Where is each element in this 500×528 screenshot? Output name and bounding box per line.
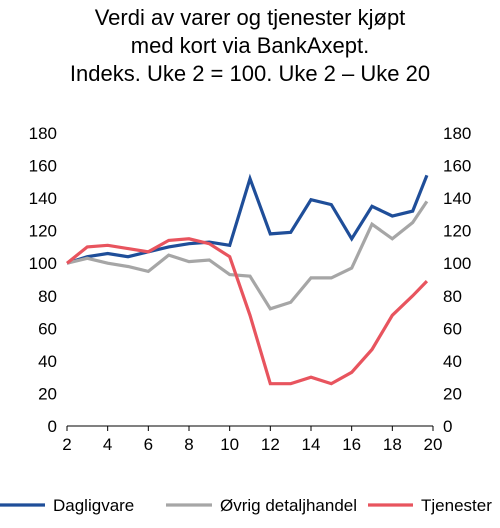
y-tick-label-right: 120: [443, 222, 471, 241]
y-tick-label-right: 140: [443, 189, 471, 208]
x-tick-label: 20: [424, 435, 443, 454]
y-tick-label-right: 40: [443, 352, 462, 371]
y-tick-label-left: 100: [29, 254, 57, 273]
x-tick-label: 8: [184, 435, 193, 454]
y-tick-label-left: 40: [38, 352, 57, 371]
legend-label-dagligvare: Dagligvare: [53, 496, 134, 515]
y-tick-label-right: 160: [443, 157, 471, 176]
y-tick-label-left: 160: [29, 157, 57, 176]
x-tick-label: 2: [62, 435, 71, 454]
y-tick-label-left: 0: [48, 417, 57, 436]
series-line-dagligvare: [66, 173, 429, 265]
y-tick-label-right: 20: [443, 384, 462, 403]
y-tick-label-right: 80: [443, 287, 462, 306]
y-tick-label-right: 60: [443, 319, 462, 338]
chart-title-line-2: med kort via BankAxept.: [130, 33, 370, 58]
x-tick-label: 4: [103, 435, 112, 454]
x-tick-label: 10: [220, 435, 239, 454]
x-tick-label: 18: [383, 435, 402, 454]
y-tick-label-left: 120: [29, 222, 57, 241]
y-tick-label-right: 0: [443, 417, 452, 436]
chart-title-line-3: Indeks. Uke 2 = 100. Uke 2 – Uke 20: [69, 61, 431, 86]
x-tick-label: 14: [302, 435, 321, 454]
y-tick-label-left: 180: [29, 124, 57, 143]
legend-label-tjenester: Tjenester: [421, 496, 492, 515]
legend-label--vrig-detaljhandel: Øvrig detaljhandel: [220, 496, 357, 515]
series-line--vrig-detaljhandel: [66, 200, 429, 311]
series-layer: [65, 173, 429, 386]
x-tick-label: 16: [342, 435, 361, 454]
y-tick-label-left: 60: [38, 319, 57, 338]
y-tick-label-right: 100: [443, 254, 471, 273]
y-tick-label-left: 140: [29, 189, 57, 208]
chart-title-line-1: Verdi av varer og tjenester kjøpt: [94, 5, 406, 30]
y-tick-label-left: 80: [38, 287, 57, 306]
legend: Dagligvare Øvrig detaljhandel Tjenester: [0, 496, 492, 515]
series-line-tjenester: [65, 237, 429, 386]
y-tick-label-left: 20: [38, 384, 57, 403]
x-tick-label: 12: [261, 435, 280, 454]
x-tick-label: 6: [144, 435, 153, 454]
y-tick-label-right: 180: [443, 124, 471, 143]
